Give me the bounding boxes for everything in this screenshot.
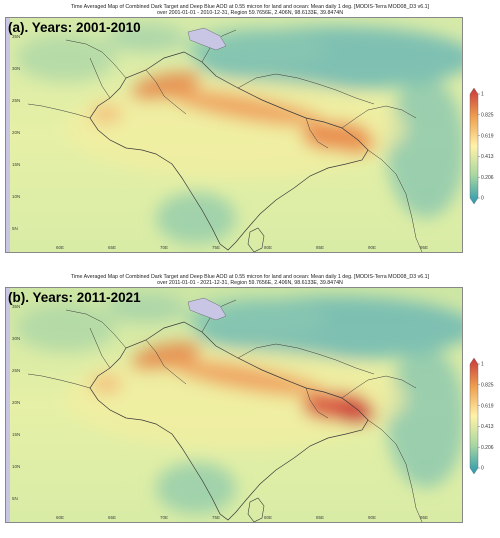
svg-text:1: 1 [481,92,484,98]
svg-text:90E: 90E [368,245,376,250]
svg-text:20N: 20N [12,400,20,405]
svg-text:0.206: 0.206 [481,445,494,451]
title-line-1: Time Averaged Map of Combined Dark Targe… [70,274,430,280]
svg-text:95E: 95E [420,245,428,250]
svg-text:85E: 85E [316,245,324,250]
svg-text:65E: 65E [108,245,116,250]
svg-text:80E: 80E [264,245,272,250]
svg-text:1: 1 [481,362,484,368]
svg-text:65E: 65E [108,515,116,520]
svg-text:70E: 70E [160,245,168,250]
svg-text:0.825: 0.825 [481,113,494,119]
aod-map: 35N 30N 25N 20N 15N 10N 5N 60E 65E 70E 75E 80E 85E 90… [5,17,463,253]
svg-text:35N: 35N [12,304,20,309]
svg-text:15N: 15N [12,432,20,437]
svg-text:90E: 90E [368,515,376,520]
title-line-2: over 2011-01-01 - 2021-12-31, Region 59.… [157,280,343,287]
svg-text:5N: 5N [12,226,18,231]
map-title: Time Averaged Map of Combined Dark Targe… [10,274,490,286]
svg-text:60E: 60E [56,515,64,520]
panel-years: Years: 2001-2010 [28,20,141,35]
svg-text:30N: 30N [12,66,20,71]
panel-years: Years: 2011-2021 [29,290,141,305]
panel-label: (b). Years: 2011-2021 [8,290,141,305]
svg-text:70E: 70E [160,515,168,520]
svg-text:60E: 60E [56,245,64,250]
map-title: Time Averaged Map of Combined Dark Targe… [10,4,490,16]
svg-text:0.206: 0.206 [481,175,494,181]
svg-text:0.413: 0.413 [481,424,494,430]
svg-text:35N: 35N [12,34,20,39]
svg-text:95E: 95E [420,515,428,520]
svg-text:30N: 30N [12,336,20,341]
svg-text:10N: 10N [12,464,20,469]
panel-letter: (b). [8,290,29,305]
map-panel-b: Time Averaged Map of Combined Dark Targe… [0,270,500,538]
svg-text:0.825: 0.825 [481,383,494,389]
title-line-2: over 2001-01-01 - 2010-12-31, Region 59.… [156,10,344,17]
title-line-1: Time Averaged Map of Combined Dark Targe… [70,4,430,10]
svg-text:75E: 75E [212,245,220,250]
svg-text:0.619: 0.619 [481,403,494,409]
aod-map: 35N 30N 25N 20N 15N 10N 5N 60E 65E 70E 75E 80E 85E 90… [5,287,463,523]
svg-text:80E: 80E [264,515,272,520]
colorbar: 1 0.825 0.619 0.413 0.206 0 [468,357,498,478]
svg-text:25N: 25N [12,98,20,103]
svg-text:15N: 15N [12,162,20,167]
svg-text:20N: 20N [12,130,20,135]
svg-text:85E: 85E [316,515,324,520]
svg-text:5N: 5N [12,496,18,501]
panel-letter: (a). [8,20,29,35]
svg-text:25N: 25N [12,368,20,373]
svg-text:75E: 75E [212,515,220,520]
map-panel-a: Time Averaged Map of Combined Dark Targe… [0,0,500,268]
svg-text:0.619: 0.619 [481,133,494,139]
colorbar: 1 0.825 0.619 0.413 0.206 0 [468,87,498,208]
svg-text:0.413: 0.413 [481,154,494,160]
svg-text:0: 0 [481,196,484,202]
svg-text:0: 0 [481,466,484,472]
svg-text:10N: 10N [12,194,20,199]
panel-label: (a). Years: 2001-2010 [8,20,141,35]
